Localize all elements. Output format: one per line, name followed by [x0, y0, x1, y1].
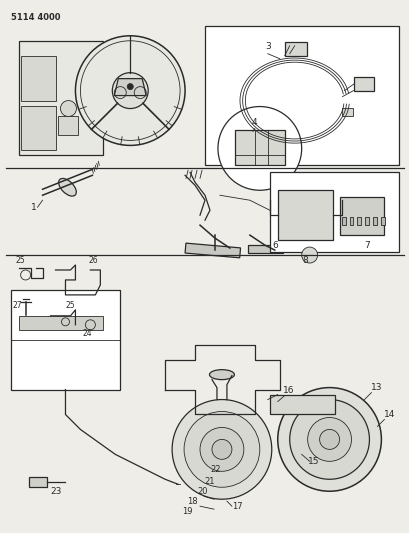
- Text: 6: 6: [272, 241, 278, 250]
- Bar: [269, 172, 398, 252]
- Bar: [380, 217, 384, 225]
- Bar: [11, 290, 120, 390]
- Bar: [20, 106, 55, 150]
- Bar: [341, 217, 345, 225]
- Text: 22: 22: [209, 465, 220, 474]
- Text: 21: 21: [204, 477, 214, 486]
- Text: 7: 7: [364, 241, 369, 250]
- Circle shape: [218, 107, 301, 190]
- Text: 18: 18: [187, 497, 197, 506]
- Text: 1: 1: [31, 203, 36, 212]
- Text: 15: 15: [307, 457, 318, 466]
- Text: 19: 19: [182, 507, 192, 516]
- Bar: [204, 26, 398, 165]
- Circle shape: [200, 427, 243, 471]
- Bar: [58, 116, 78, 135]
- Text: 8: 8: [302, 256, 308, 265]
- Circle shape: [75, 36, 184, 146]
- Bar: [284, 42, 306, 56]
- Bar: [29, 477, 47, 487]
- Text: 14: 14: [384, 410, 395, 419]
- Bar: [357, 217, 361, 225]
- Bar: [339, 197, 384, 235]
- Text: 16: 16: [282, 385, 294, 394]
- Circle shape: [184, 411, 259, 487]
- Text: 5114 4000: 5114 4000: [11, 13, 60, 22]
- Ellipse shape: [58, 179, 76, 196]
- Circle shape: [307, 417, 351, 462]
- Circle shape: [289, 400, 369, 479]
- Bar: [364, 217, 369, 225]
- Text: 4: 4: [251, 118, 257, 127]
- Polygon shape: [114, 79, 146, 95]
- Bar: [354, 77, 373, 91]
- Circle shape: [172, 400, 271, 499]
- Text: 25: 25: [65, 301, 75, 310]
- Bar: [373, 217, 377, 225]
- Bar: [341, 108, 353, 116]
- Bar: [184, 243, 240, 258]
- Text: 27: 27: [13, 301, 22, 310]
- Ellipse shape: [209, 370, 234, 379]
- Text: 17: 17: [231, 502, 242, 511]
- Text: 3: 3: [264, 42, 270, 51]
- Circle shape: [319, 430, 339, 449]
- Circle shape: [211, 439, 231, 459]
- Circle shape: [301, 247, 317, 263]
- Bar: [234, 131, 284, 165]
- Text: 23: 23: [50, 487, 62, 496]
- Circle shape: [127, 84, 133, 90]
- Circle shape: [277, 387, 380, 491]
- Bar: [20, 56, 55, 101]
- Bar: [269, 394, 334, 415]
- Text: 25: 25: [16, 256, 25, 265]
- Circle shape: [112, 72, 148, 109]
- Text: 13: 13: [371, 383, 382, 392]
- Bar: [277, 190, 332, 240]
- Bar: [18, 316, 103, 330]
- Text: 24: 24: [82, 329, 92, 338]
- Bar: [18, 41, 103, 156]
- Bar: [348, 217, 353, 225]
- Circle shape: [61, 101, 76, 117]
- Text: 26: 26: [88, 256, 98, 265]
- Text: 20: 20: [197, 487, 207, 496]
- Bar: [247, 245, 282, 253]
